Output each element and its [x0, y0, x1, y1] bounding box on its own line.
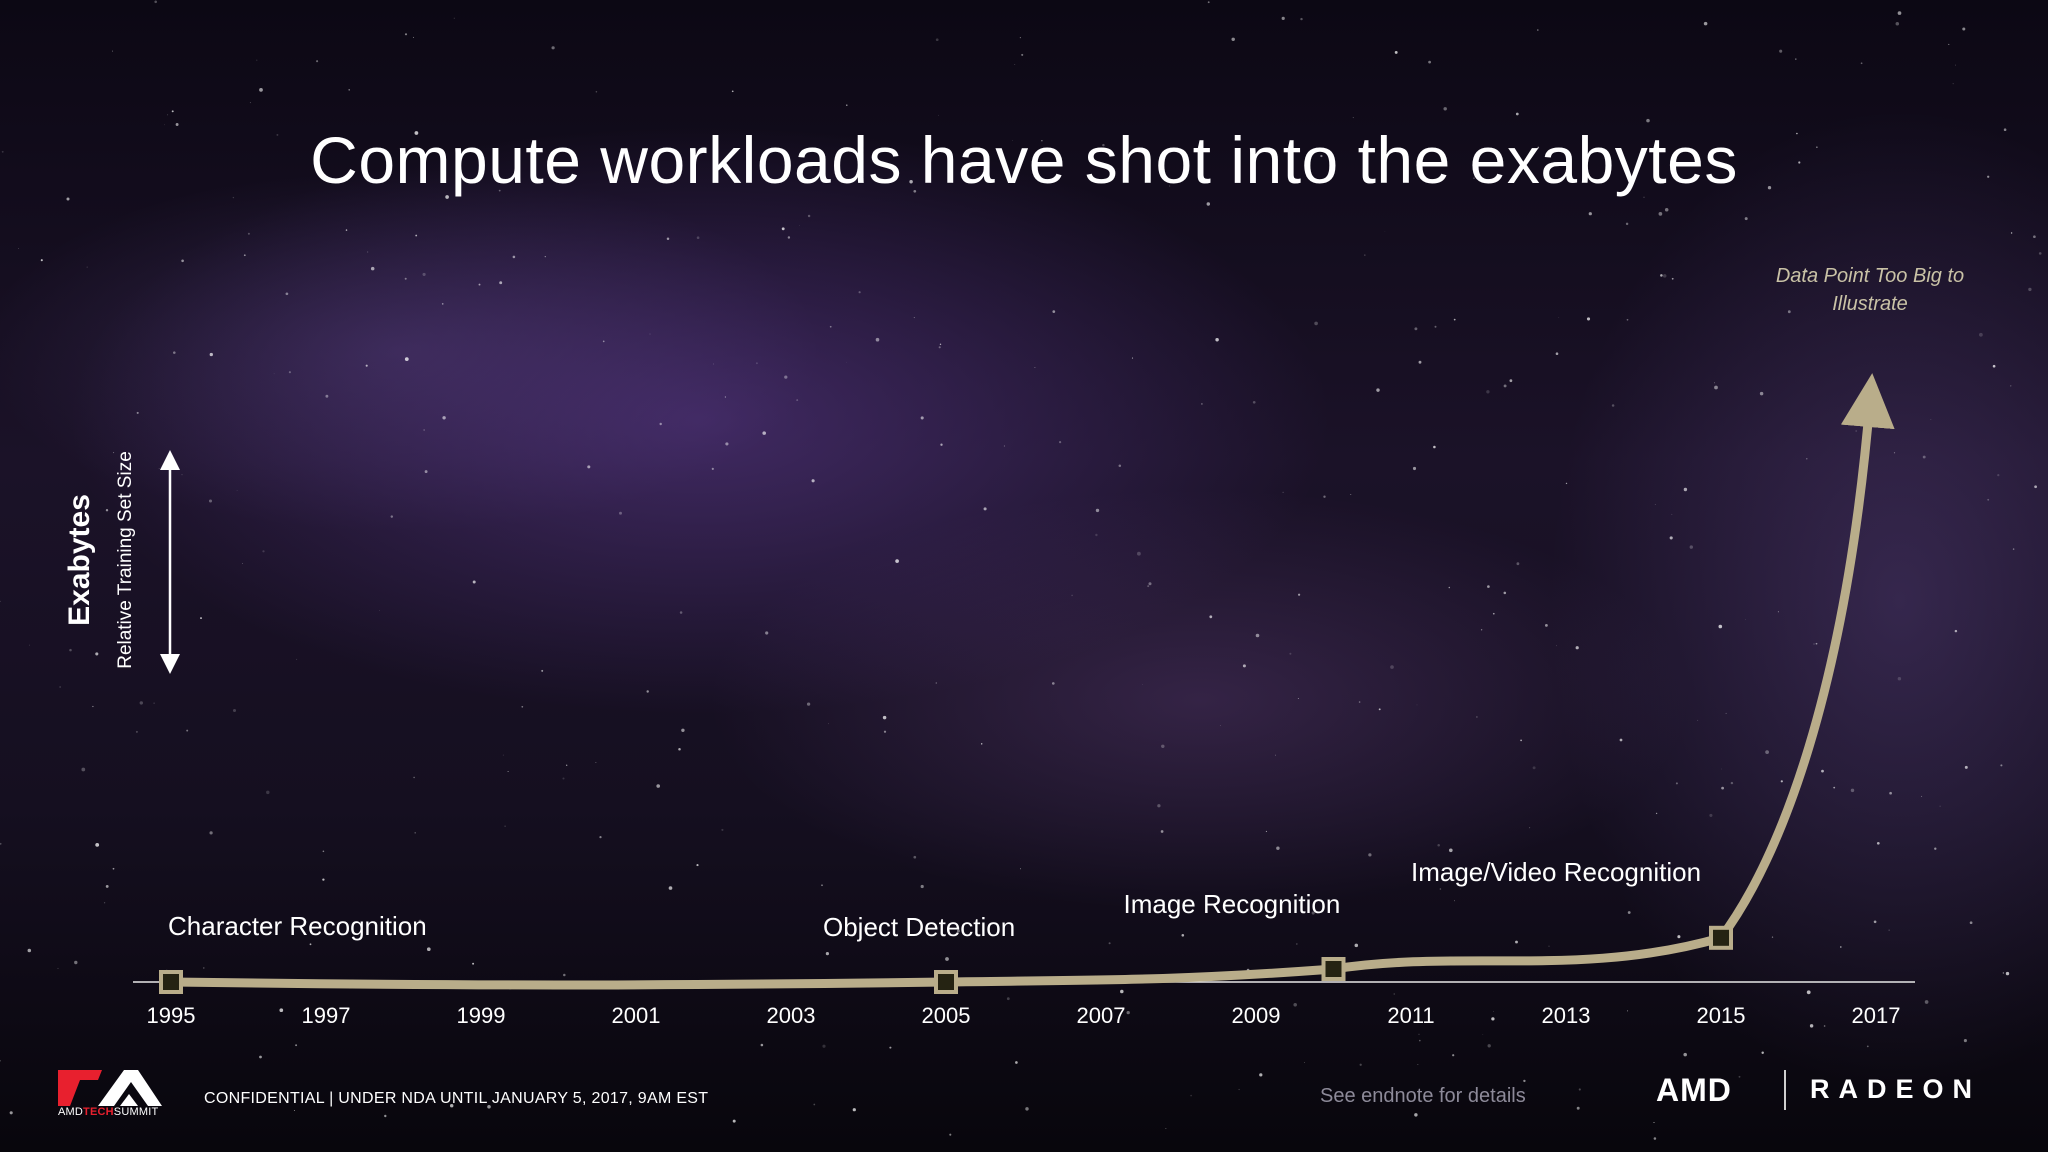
brand-divider: [1784, 1070, 1786, 1110]
x-tick-label: 2015: [1697, 1003, 1746, 1028]
data-markers: [159, 925, 1733, 994]
data-point-marker: [934, 970, 958, 994]
x-tick-label: 2005: [922, 1003, 971, 1028]
x-tick-label: 2017: [1852, 1003, 1901, 1028]
data-point-marker: [1709, 925, 1733, 950]
x-tick-label: 1995: [147, 1003, 196, 1028]
data-point-label: Image/Video Recognition: [1411, 857, 1701, 887]
amd-tech-summit-logo: [58, 1070, 162, 1106]
too-big-note: Data Point Too Big to Illustrate: [1775, 265, 1965, 315]
amd-brand-logo: AMD: [1656, 1072, 1732, 1108]
x-tick-label: 1999: [457, 1003, 506, 1028]
x-tick-label: 2001: [612, 1003, 661, 1028]
data-point-label: Image Recognition: [1124, 889, 1341, 919]
x-tick-label: 1997: [302, 1003, 351, 1028]
series-curve: [166, 933, 1726, 990]
data-point-label: Character Recognition: [168, 911, 427, 941]
series-arrow: [1717, 373, 1895, 941]
x-tick-label: 2011: [1387, 1003, 1434, 1028]
slide-title: Compute workloads have shot into the exa…: [310, 123, 1738, 197]
data-point-marker: [159, 970, 183, 994]
endnote-text: See endnote for details: [1320, 1085, 1526, 1107]
data-labels: Character Recognition Object Detection Ima…: [168, 857, 1701, 942]
x-tick-labels: 1995 1997 1999 2001 2003 2005 2007 2009 2011 2013…: [147, 1003, 1901, 1028]
confidential-notice: CONFIDENTIAL | UNDER NDA UNTIL JANUARY 5…: [204, 1090, 709, 1107]
x-tick-label: 2003: [767, 1003, 816, 1028]
x-tick-label: 2009: [1232, 1003, 1281, 1028]
x-tick-label: 2007: [1077, 1003, 1126, 1028]
radeon-brand-logo: RADEON: [1810, 1074, 1982, 1104]
logo-text-tech: TECH: [83, 1106, 114, 1118]
logo-text: AMDTECHSUMMIT: [58, 1106, 158, 1118]
x-tick-label: 2013: [1542, 1003, 1591, 1028]
data-point-label: Object Detection: [823, 912, 1015, 942]
data-point-marker: [1321, 957, 1346, 981]
logo-text-amd: AMD: [58, 1106, 84, 1118]
logo-text-summit: SUMMIT: [113, 1106, 159, 1118]
